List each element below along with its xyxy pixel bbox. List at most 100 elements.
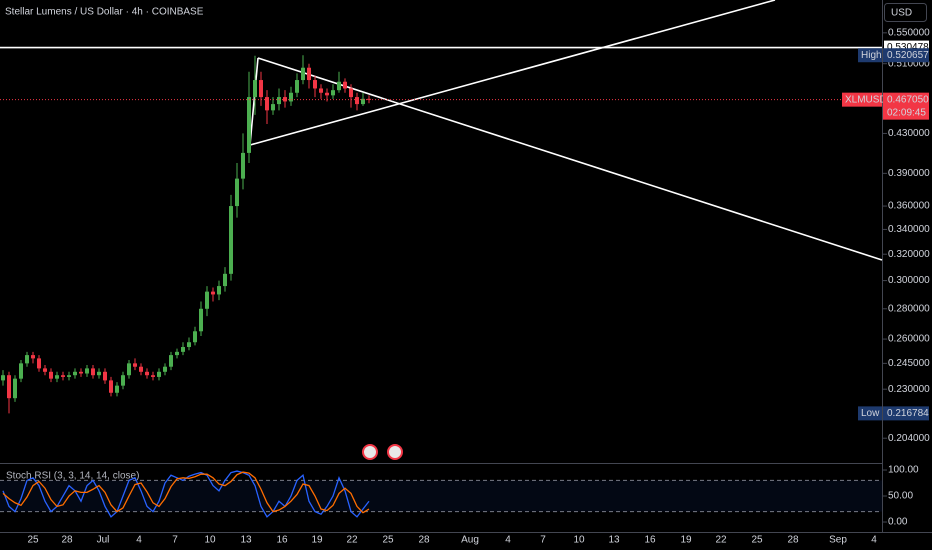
x-tick-label: 10 (573, 535, 585, 546)
currency-button[interactable] (884, 3, 927, 22)
candle-body (73, 371, 77, 376)
last-price-value: 0.467050 (887, 94, 929, 105)
candle-body (175, 351, 179, 356)
y-tick-label: 0.280000 (888, 303, 930, 314)
candle-body (97, 371, 101, 376)
currency-label[interactable]: USD (891, 8, 912, 19)
candle-body (205, 291, 209, 309)
candle-body (361, 98, 365, 105)
marker-value-box (883, 406, 929, 421)
candle-body (7, 375, 11, 399)
candle-body (265, 97, 269, 111)
candle-body (127, 363, 131, 376)
candle-body (307, 67, 311, 81)
candle-body (163, 366, 167, 372)
candle-body (1, 375, 5, 381)
candle-body (19, 363, 23, 379)
event-icons (362, 444, 403, 460)
last-price-name-box (842, 92, 882, 107)
event-icon[interactable] (362, 444, 378, 460)
y-tick-label: 0.390000 (888, 168, 930, 179)
marker-value: 0.216784 (887, 408, 929, 419)
marker-name-box (858, 48, 882, 63)
last-price-name: XLMUSD (845, 94, 887, 105)
candle-body (91, 368, 95, 376)
candle-body (121, 375, 125, 386)
y-tick-label: 0.260000 (888, 334, 930, 345)
candles (1, 55, 371, 414)
candle-body (337, 81, 341, 91)
y-tick-label: 0.00 (888, 517, 908, 528)
candle-body (85, 368, 89, 374)
x-tick-label: 25 (27, 535, 39, 546)
candle-body (55, 375, 59, 379)
y-tick-label: 0.245000 (888, 358, 930, 369)
candle-body (109, 380, 113, 393)
marker-name: Low (861, 408, 880, 419)
candle-body (43, 368, 47, 372)
x-tick-label: Sep (829, 535, 847, 546)
candle-body (133, 363, 137, 367)
x-tick-label: 13 (608, 535, 620, 546)
candle-body (181, 347, 185, 352)
candle-body (145, 371, 149, 376)
candle-body (259, 80, 263, 98)
candle-body (49, 371, 53, 379)
y-tick-label: 50.00 (888, 491, 913, 502)
candle-body (289, 92, 293, 102)
candle-body (241, 152, 245, 179)
x-tick-label: 16 (276, 535, 288, 546)
last-price-box (883, 92, 929, 120)
last-price-countdown: 02:09:45 (887, 107, 926, 118)
x-tick-label: 7 (172, 535, 178, 546)
trend-line (249, 0, 776, 146)
marker-name: High (861, 50, 882, 61)
x-tick-label: 10 (204, 535, 216, 546)
x-tick-label: 4 (136, 535, 142, 546)
indicator-line (2, 471, 370, 514)
candle-body (277, 97, 281, 105)
x-tick-label: 19 (680, 535, 692, 546)
y-tick-label: 0.340000 (888, 224, 930, 235)
candle-body (31, 355, 35, 359)
candle-body (343, 81, 347, 89)
candle-body (331, 90, 335, 96)
trend-line (257, 57, 883, 261)
triangle-edge (249, 57, 259, 146)
candle-body (253, 80, 257, 98)
x-tick-label: 7 (540, 535, 546, 546)
y-tick-label: 100.00 (888, 465, 919, 476)
candle-body (319, 88, 323, 93)
candle-body (199, 308, 203, 332)
indicator-title: Stoch RSI (3, 3, 14, 14, close) (6, 471, 139, 482)
candle-body (157, 371, 161, 377)
band-fill (0, 480, 882, 512)
y-tick-label: 0.300000 (888, 275, 930, 286)
candle-body (301, 67, 305, 81)
drawings (249, 0, 883, 261)
y-tick-label: 0.320000 (888, 249, 930, 260)
candle-body (325, 92, 329, 96)
candle-body (169, 355, 173, 367)
event-icon[interactable] (387, 444, 403, 460)
candle-body (13, 378, 17, 399)
y-tick-label: 0.230000 (888, 384, 930, 395)
x-tick-label: 19 (311, 535, 323, 546)
candle-body (295, 80, 299, 93)
x-tick-label: 16 (644, 535, 656, 546)
candle-body (25, 355, 29, 364)
marker-name-box (858, 406, 882, 421)
candle-body (103, 371, 107, 381)
y-tick-label: 0.204000 (888, 433, 930, 444)
candle-body (79, 371, 83, 374)
y-tick-label: 0.360000 (888, 201, 930, 212)
candle-body (271, 104, 275, 111)
candle-body (151, 375, 155, 377)
marker-value-box (883, 48, 929, 63)
candle-body (139, 366, 143, 372)
candle-body (349, 88, 353, 98)
candle-body (313, 80, 317, 89)
candle-body (223, 273, 227, 287)
candle-body (37, 358, 41, 369)
